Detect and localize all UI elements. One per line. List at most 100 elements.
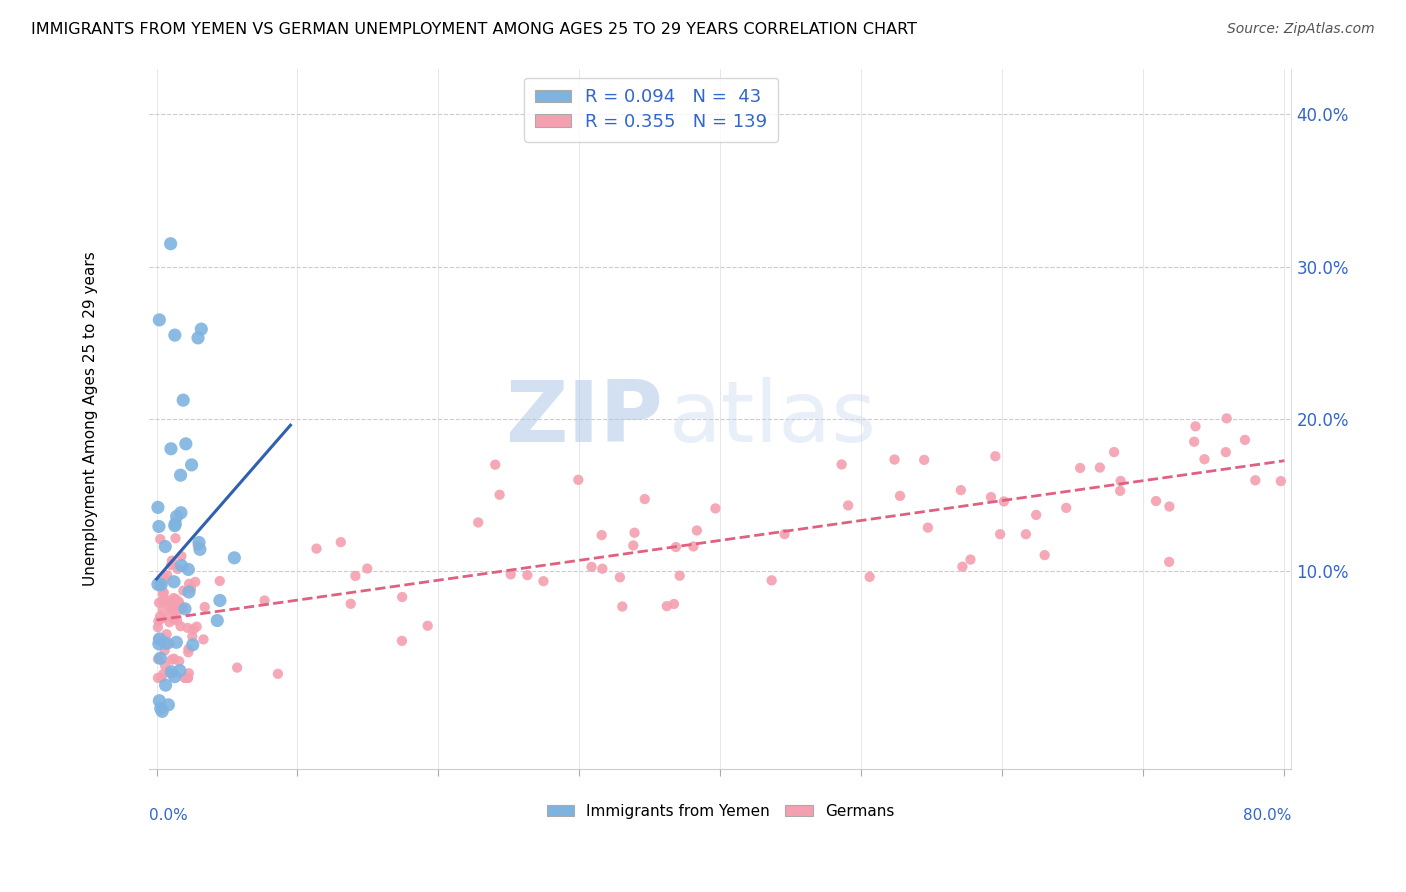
Point — [155, 636, 177, 650]
Point — [1233, 433, 1256, 447]
Point — [172, 583, 194, 598]
Point — [179, 577, 201, 591]
Text: atlas: atlas — [669, 377, 877, 460]
Point — [160, 602, 183, 616]
Point — [169, 619, 191, 633]
Point — [153, 643, 176, 657]
Point — [224, 550, 246, 565]
Point — [166, 614, 188, 628]
Point — [1159, 500, 1181, 514]
Text: ZIP: ZIP — [506, 377, 664, 460]
Text: Unemployment Among Ages 25 to 29 years: Unemployment Among Ages 25 to 29 years — [83, 252, 97, 586]
Point — [912, 453, 935, 467]
Point — [949, 483, 972, 497]
Point — [623, 525, 645, 540]
Point — [194, 600, 217, 615]
Point — [668, 568, 690, 582]
Point — [344, 569, 367, 583]
Point — [169, 597, 191, 611]
Point — [163, 591, 186, 606]
Point — [959, 552, 981, 566]
Point — [612, 599, 634, 614]
Point — [160, 666, 183, 681]
Point — [988, 527, 1011, 541]
Point — [187, 331, 209, 345]
Point — [150, 671, 173, 685]
Point — [176, 671, 198, 685]
Point — [174, 437, 197, 451]
Point — [226, 660, 249, 674]
Point — [146, 652, 169, 666]
Point — [152, 603, 174, 617]
Point — [704, 501, 727, 516]
Point — [156, 568, 179, 582]
Point — [165, 596, 187, 610]
Point — [181, 630, 204, 644]
Point — [177, 585, 200, 599]
Point — [163, 603, 186, 617]
Text: 80.0%: 80.0% — [1243, 808, 1292, 822]
Point — [567, 473, 589, 487]
Point — [148, 637, 170, 651]
Point — [190, 322, 212, 336]
Point — [952, 559, 974, 574]
Point — [208, 574, 231, 588]
Point — [980, 490, 1002, 504]
Point — [167, 600, 190, 615]
Point — [1244, 473, 1267, 487]
Text: 0.0%: 0.0% — [149, 808, 188, 822]
Point — [163, 612, 186, 626]
Point — [177, 671, 200, 685]
Point — [416, 619, 439, 633]
Point — [146, 671, 169, 685]
Point — [170, 506, 193, 520]
Point — [183, 623, 205, 637]
Point — [184, 574, 207, 589]
Point — [188, 535, 211, 549]
Point — [1102, 445, 1125, 459]
Point — [859, 570, 882, 584]
Point — [148, 519, 170, 533]
Point — [1184, 419, 1206, 434]
Point — [1215, 411, 1237, 425]
Point — [1215, 445, 1237, 459]
Point — [329, 535, 352, 549]
Point — [1109, 483, 1132, 498]
Point — [686, 524, 709, 538]
Point — [1194, 452, 1216, 467]
Point — [163, 651, 186, 665]
Point — [193, 632, 215, 647]
Point — [253, 593, 276, 607]
Point — [1109, 474, 1132, 488]
Point — [159, 608, 181, 623]
Point — [484, 458, 506, 472]
Point — [773, 527, 796, 541]
Point — [682, 540, 704, 554]
Point — [356, 561, 378, 575]
Point — [160, 554, 183, 568]
Point — [591, 528, 613, 542]
Point — [160, 442, 183, 456]
Point — [1025, 508, 1047, 522]
Point — [1015, 527, 1038, 541]
Point — [837, 499, 859, 513]
Point — [831, 458, 853, 472]
Point — [488, 488, 510, 502]
Point — [153, 585, 176, 599]
Point — [146, 632, 169, 647]
Point — [170, 558, 193, 573]
Point — [150, 704, 173, 718]
Point — [148, 614, 170, 628]
Point — [166, 562, 188, 576]
Point — [581, 560, 603, 574]
Point — [533, 574, 555, 589]
Point — [391, 590, 413, 604]
Point — [148, 313, 170, 327]
Point — [166, 603, 188, 617]
Point — [516, 568, 538, 582]
Point — [984, 449, 1007, 463]
Point — [157, 698, 180, 712]
Point — [160, 600, 183, 615]
Point — [149, 532, 172, 546]
Point — [180, 458, 202, 472]
